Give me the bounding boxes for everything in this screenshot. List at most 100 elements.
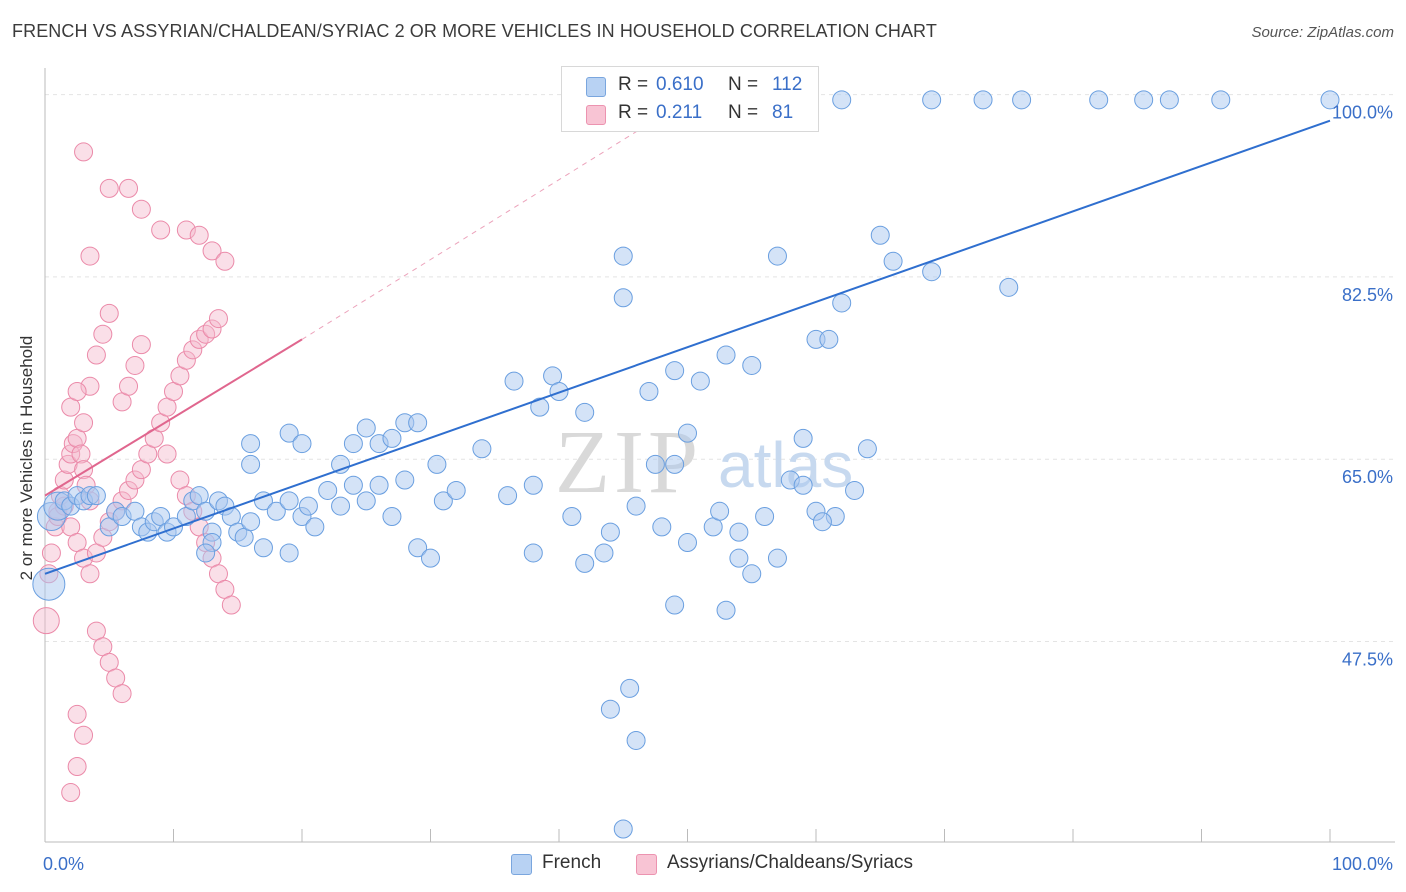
french-point <box>504 371 524 391</box>
assyrian-point <box>196 324 216 344</box>
french-point <box>600 699 620 719</box>
french-trend-line <box>44 119 1331 575</box>
french-point <box>922 90 942 110</box>
french-point <box>318 480 338 500</box>
french-point <box>973 90 993 110</box>
french-point <box>832 293 852 313</box>
french-point <box>575 402 595 422</box>
french-point <box>793 475 813 495</box>
french-point <box>305 517 325 537</box>
french-point <box>292 434 312 454</box>
x-tick-label-min: 0.0% <box>43 854 84 874</box>
french-point <box>356 418 376 438</box>
assyrian-point <box>99 303 119 323</box>
watermark-atlas: atlas <box>718 429 853 501</box>
grid-lines <box>45 94 1395 642</box>
series-label-assyrian: Assyrians/Chaldeans/Syriacs <box>667 852 914 873</box>
french-point <box>594 543 614 563</box>
assyrian-point <box>151 220 171 240</box>
y-tick-label: 100.0% <box>1332 103 1393 123</box>
french-point <box>665 454 685 474</box>
french-point <box>1012 90 1032 110</box>
french-point <box>331 496 351 516</box>
assyrian-point <box>208 309 228 329</box>
french-point <box>241 454 261 474</box>
tick-labels: 47.5% 65.0% 82.5% 100.0% 0.0% 100.0% <box>43 103 1393 874</box>
french-point <box>626 730 646 750</box>
assyrian-point <box>41 543 61 563</box>
french-point <box>298 496 318 516</box>
assyrian-point <box>189 225 209 245</box>
assyrian-point <box>157 444 177 464</box>
french-point <box>331 454 351 474</box>
assyrian-point <box>93 324 113 344</box>
french-point <box>86 486 106 506</box>
assyrian-point <box>67 757 87 776</box>
assyrian-point <box>176 220 196 240</box>
french-point <box>690 371 710 391</box>
french-point <box>356 491 376 511</box>
french-point <box>742 355 762 375</box>
french-point <box>241 434 261 454</box>
correlation-legend: R = 0.610 N = 112 R = 0.211 N = 81 <box>561 66 819 132</box>
assyrian-point <box>80 246 100 266</box>
french-point <box>1211 90 1231 110</box>
french-point <box>883 251 903 271</box>
assyrian-point <box>80 376 100 396</box>
french-point <box>845 480 865 500</box>
french-point <box>678 533 697 553</box>
assyrian-point <box>119 480 139 500</box>
x-tick-label-max: 100.0% <box>1332 854 1393 874</box>
assyrian-point <box>54 470 74 490</box>
assyrian-point <box>80 564 100 584</box>
y-tick-label: 82.5% <box>1342 285 1393 305</box>
assyrian-point <box>67 704 87 724</box>
legend-r-value-french: 0.610 <box>656 74 704 95</box>
axes <box>44 68 1395 843</box>
french-point <box>562 507 582 526</box>
french-point <box>767 246 787 266</box>
french-point <box>613 288 633 308</box>
assyrian-point <box>61 783 81 803</box>
legend-n-label: N = <box>728 102 759 123</box>
assyrian-point <box>189 329 209 349</box>
y-tick-label: 65.0% <box>1342 467 1393 487</box>
french-point <box>755 507 775 526</box>
watermark: ZIP atlas <box>555 413 853 512</box>
french-point <box>857 439 877 459</box>
french-point <box>164 517 183 537</box>
french-point <box>832 90 852 110</box>
series-swatch-assyrian <box>636 854 657 875</box>
assyrian-point <box>32 607 60 635</box>
french-point <box>665 361 685 381</box>
french-point <box>421 548 440 568</box>
legend-r-value-assyrian: 0.211 <box>656 102 703 123</box>
french-point <box>472 439 492 459</box>
french-point <box>620 678 640 698</box>
french-point <box>279 491 299 511</box>
french-point <box>652 517 672 537</box>
assyrian-point <box>131 199 151 219</box>
assyrian-point <box>125 355 145 375</box>
assyrian-point <box>63 434 83 454</box>
assyrian-point <box>202 319 222 339</box>
french-point <box>241 512 261 532</box>
assyrian-point <box>202 241 222 261</box>
french-point <box>729 548 749 568</box>
series-label-french: French <box>542 852 602 873</box>
french-point <box>32 567 66 601</box>
french-point <box>710 501 730 521</box>
legend-r-label: R = <box>618 74 649 95</box>
french-point <box>408 538 428 558</box>
french-point <box>279 423 299 443</box>
assyrian-point <box>131 335 151 355</box>
french-point <box>530 397 550 417</box>
french-point <box>793 428 813 448</box>
assyrian-points <box>32 142 241 803</box>
assyrian-point <box>119 178 139 198</box>
french-point <box>446 480 466 500</box>
assyrian-point <box>74 413 94 433</box>
french-point <box>812 512 832 532</box>
assyrian-point <box>99 178 119 198</box>
